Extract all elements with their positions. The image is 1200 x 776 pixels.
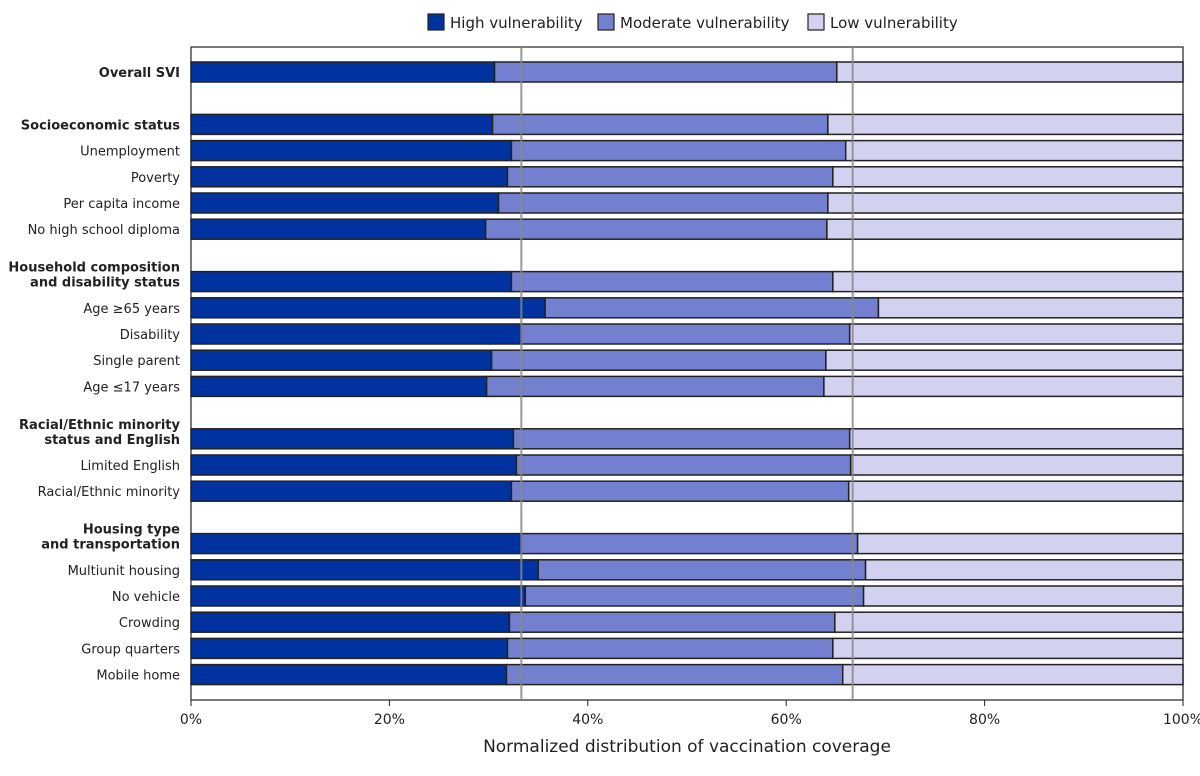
bar-segment-high-vulnerability [190, 637, 509, 660]
category-label: Limited English [80, 459, 180, 474]
bar-segment-low-vulnerability [848, 428, 1184, 450]
bar-segment-moderate-vulnerability [490, 349, 827, 371]
x-tick-label: 20% [374, 712, 405, 728]
bar-segment-moderate-vulnerability [520, 532, 859, 555]
category-label: No high school diploma [28, 223, 180, 238]
legend-swatch [807, 13, 825, 31]
bar-segment-moderate-vulnerability [515, 454, 852, 476]
bar-segment-moderate-vulnerability [510, 139, 847, 162]
bar-segment-high-vulnerability [190, 323, 523, 345]
bar-segment-moderate-vulnerability [491, 113, 829, 136]
bar-segment-high-vulnerability [190, 349, 493, 371]
bar-segment-moderate-vulnerability [520, 323, 851, 345]
bar-segment-high-vulnerability [190, 192, 500, 214]
bar-segment-low-vulnerability [827, 113, 1184, 136]
legend-swatch [597, 13, 615, 31]
bar-segment-low-vulnerability [825, 349, 1184, 371]
bar-segment-low-vulnerability [856, 532, 1184, 555]
category-label: Per capita income [63, 197, 180, 212]
bar-segment-moderate-vulnerability [510, 480, 850, 502]
bar-segment-high-vulnerability [190, 113, 494, 136]
bar-segment-high-vulnerability [190, 611, 511, 633]
bar-segment-high-vulnerability [190, 61, 496, 83]
bar-segment-low-vulnerability [864, 559, 1184, 581]
x-axis-label: Normalized distribution of vaccination c… [483, 737, 891, 757]
bar-segment-high-vulnerability [190, 166, 509, 188]
bar-segment-high-vulnerability [190, 585, 527, 607]
bar-segment-high-vulnerability [190, 454, 518, 476]
category-label: Overall SVI [99, 66, 180, 81]
x-tick-label: 60% [771, 712, 802, 728]
category-label: Multiunit housing [68, 564, 180, 579]
bar-segment-high-vulnerability [190, 297, 546, 319]
category-label: Mobile home [96, 669, 180, 684]
category-label: Crowding [119, 616, 180, 631]
bar-segment-moderate-vulnerability [537, 559, 867, 581]
bar-segment-moderate-vulnerability [544, 297, 880, 319]
bar-segment-low-vulnerability [832, 637, 1184, 660]
category-label: and transportation [41, 538, 180, 553]
bar-segment-moderate-vulnerability [493, 61, 838, 83]
bar-segment-low-vulnerability [823, 375, 1184, 398]
category-label: and disability status [30, 276, 180, 291]
bar-segment-low-vulnerability [827, 192, 1184, 214]
legend-label: High vulnerability [450, 14, 583, 32]
bar-segment-moderate-vulnerability [512, 428, 851, 450]
category-label: Age ≥65 years [83, 302, 180, 317]
bar-segment-moderate-vulnerability [485, 375, 825, 398]
category-label: Racial/Ethnic minority [38, 485, 181, 500]
category-label: Disability [120, 328, 181, 343]
legend-label: Low vulnerability [830, 14, 958, 32]
bar-segment-low-vulnerability [832, 270, 1184, 293]
bar-segment-low-vulnerability [826, 218, 1184, 240]
legend-label: Moderate vulnerability [620, 14, 790, 32]
bar-segment-moderate-vulnerability [484, 218, 828, 240]
bar-segment-moderate-vulnerability [505, 663, 844, 686]
bar-segment-high-vulnerability [190, 480, 513, 502]
bar-segment-low-vulnerability [832, 166, 1184, 188]
bar-segment-high-vulnerability [190, 218, 487, 240]
category-label: Age ≤17 years [83, 380, 180, 395]
bar-segment-high-vulnerability [190, 663, 508, 686]
bar-segment-low-vulnerability [841, 663, 1184, 686]
x-tick-label: 0% [180, 712, 202, 728]
category-label: Housing type [83, 523, 180, 538]
bar-segment-moderate-vulnerability [524, 585, 865, 607]
bar-segment-high-vulnerability [190, 559, 539, 581]
bar-segment-high-vulnerability [190, 428, 515, 450]
x-tick-label: 100% [1163, 712, 1200, 728]
bar-segment-moderate-vulnerability [510, 270, 834, 293]
category-label: Household composition [8, 261, 180, 276]
plot-frame [190, 46, 1184, 701]
legend-swatch [427, 13, 445, 31]
category-label: status and English [44, 433, 180, 448]
category-label: Racial/Ethnic minority [19, 418, 180, 433]
bar-segment-low-vulnerability [834, 611, 1184, 633]
category-label: Single parent [93, 354, 180, 369]
category-label: Socioeconomic status [21, 118, 180, 133]
bar-segment-moderate-vulnerability [506, 637, 834, 660]
x-tick-label: 40% [572, 712, 603, 728]
bar-segment-high-vulnerability [190, 270, 513, 293]
bar-segment-moderate-vulnerability [506, 166, 834, 188]
bar-segment-low-vulnerability [844, 139, 1184, 162]
category-label: Group quarters [81, 642, 180, 657]
x-tick-label: 80% [969, 712, 1000, 728]
bar-segment-low-vulnerability [847, 480, 1184, 502]
bar-segment-moderate-vulnerability [497, 192, 829, 214]
bar-segment-high-vulnerability [190, 375, 488, 398]
category-label: No vehicle [112, 590, 180, 605]
bar-segment-moderate-vulnerability [508, 611, 836, 633]
bar-segment-low-vulnerability [849, 454, 1184, 476]
bar-segment-low-vulnerability [836, 61, 1184, 83]
bar-segment-low-vulnerability [877, 297, 1184, 319]
category-label: Unemployment [80, 145, 180, 160]
category-label: Poverty [131, 171, 180, 186]
bar-segment-high-vulnerability [190, 532, 523, 555]
bar-segment-low-vulnerability [862, 585, 1184, 607]
bar-segment-high-vulnerability [190, 139, 513, 162]
bar-segment-low-vulnerability [848, 323, 1184, 345]
